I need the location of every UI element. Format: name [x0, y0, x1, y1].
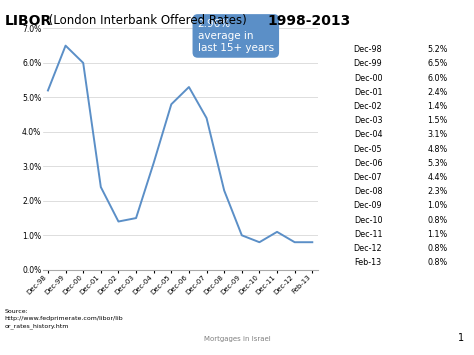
Text: Dec-08: Dec-08	[354, 187, 383, 196]
Text: Dec-07: Dec-07	[354, 173, 383, 182]
Text: Mortgages in Israel: Mortgages in Israel	[204, 336, 270, 342]
Text: 0.8%: 0.8%	[428, 258, 447, 267]
Text: 1: 1	[458, 333, 465, 343]
Text: 0.8%: 0.8%	[428, 244, 447, 253]
Text: Dec-10: Dec-10	[354, 215, 383, 225]
Text: LIBOR: LIBOR	[5, 14, 52, 28]
Text: 1998-2013: 1998-2013	[268, 14, 351, 28]
Text: 0.8%: 0.8%	[428, 215, 447, 225]
Text: 2.3%: 2.3%	[427, 187, 447, 196]
Text: 1.1%: 1.1%	[428, 230, 447, 239]
Text: LIBOR: LIBOR	[353, 31, 383, 40]
Text: Dec-98: Dec-98	[354, 45, 383, 54]
Text: 6.5%: 6.5%	[427, 59, 447, 69]
Text: Dec-06: Dec-06	[354, 159, 383, 168]
Text: Dec-12: Dec-12	[354, 244, 383, 253]
Text: Dec-01: Dec-01	[354, 88, 383, 97]
Text: Dec-11: Dec-11	[354, 230, 383, 239]
Text: 2.4%: 2.4%	[427, 88, 447, 97]
Text: Feb-13: Feb-13	[355, 258, 382, 267]
Text: Index: Index	[423, 31, 452, 40]
Text: Dec-02: Dec-02	[354, 102, 383, 111]
Text: Dec-99: Dec-99	[354, 59, 383, 69]
Text: 2.96%
average in
last 15+ years: 2.96% average in last 15+ years	[198, 19, 274, 53]
Text: Dec-05: Dec-05	[354, 144, 383, 154]
Text: 1.5%: 1.5%	[427, 116, 447, 125]
Text: 5.2%: 5.2%	[427, 45, 448, 54]
Text: 1.0%: 1.0%	[428, 201, 447, 211]
Text: Dec-00: Dec-00	[354, 73, 383, 83]
Text: 1.4%: 1.4%	[428, 102, 447, 111]
Text: 4.4%: 4.4%	[428, 173, 447, 182]
Text: 3.1%: 3.1%	[428, 130, 447, 140]
Text: Dec-09: Dec-09	[354, 201, 383, 211]
Text: (London Interbank Offered Rates): (London Interbank Offered Rates)	[45, 14, 251, 27]
Text: Source:
http://www.fedprimerate.com/libor/lib
or_rates_history.htm: Source: http://www.fedprimerate.com/libo…	[5, 309, 123, 328]
Text: 5.3%: 5.3%	[427, 159, 447, 168]
Text: Dec-03: Dec-03	[354, 116, 383, 125]
Text: Dec-04: Dec-04	[354, 130, 383, 140]
Text: 4.8%: 4.8%	[428, 144, 447, 154]
Text: 6.0%: 6.0%	[428, 73, 447, 83]
